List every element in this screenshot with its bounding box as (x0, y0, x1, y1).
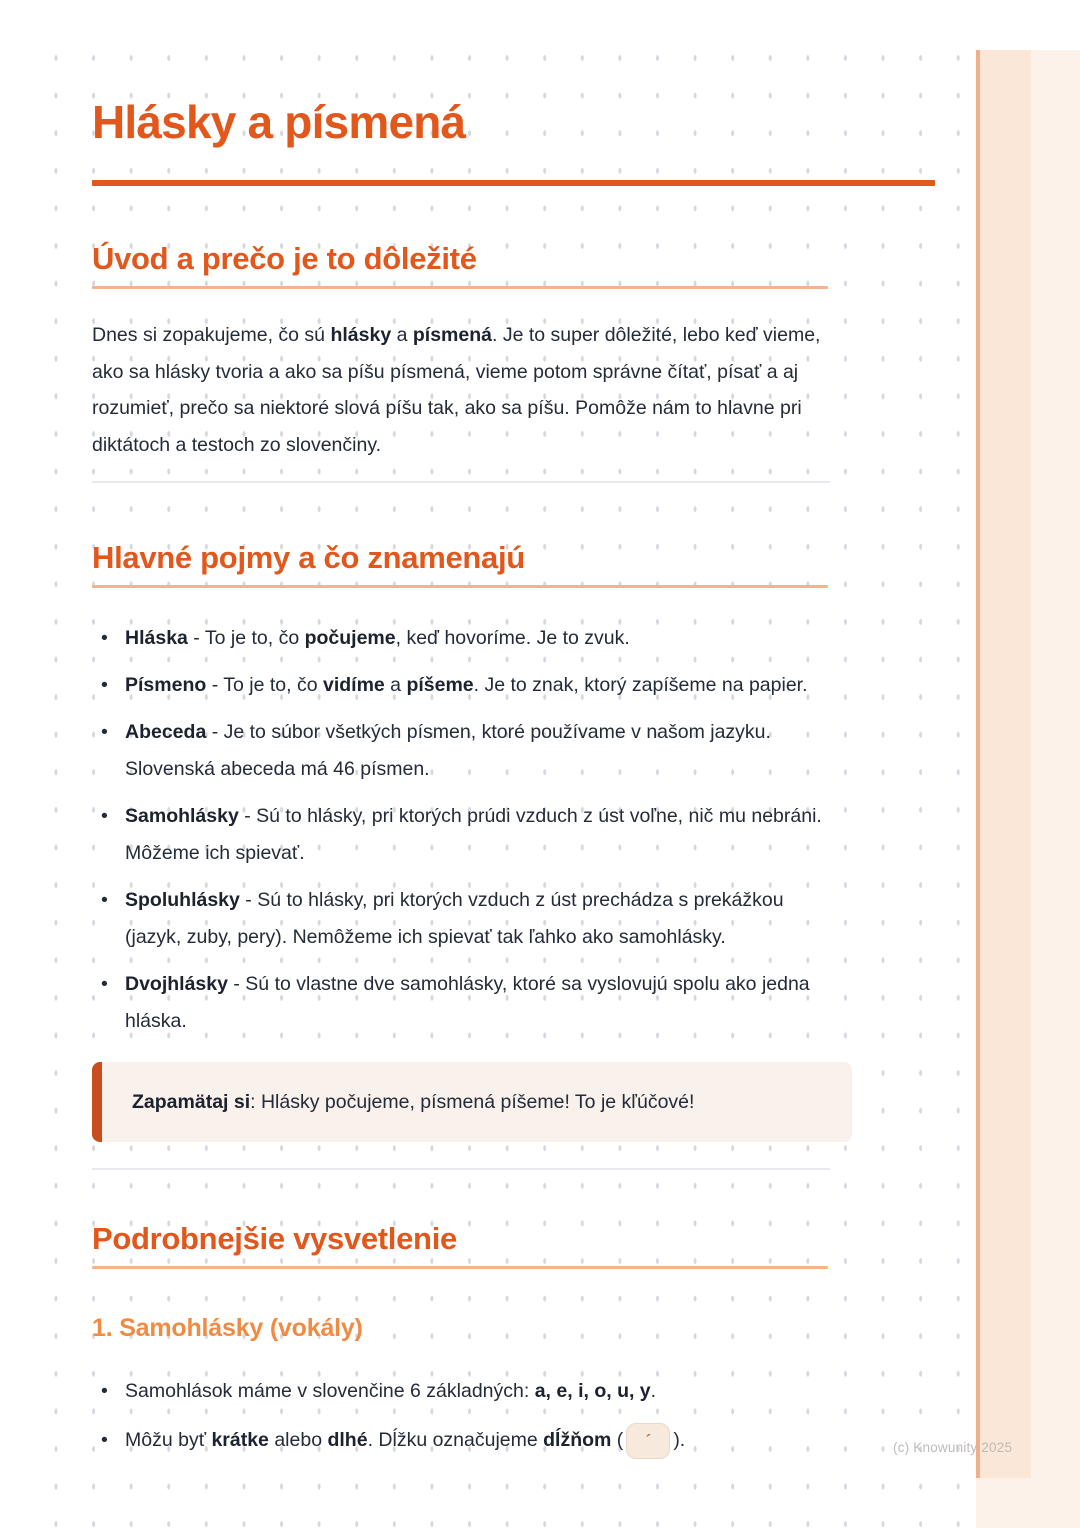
vowels-list: Samohlások máme v slovenčine 6 základnýc… (92, 1373, 832, 1459)
callout-accent-bar (92, 1062, 102, 1142)
list-item: Môžu byť krátke alebo dlhé. Dĺžku označu… (92, 1422, 832, 1459)
right-band-bottom (976, 1478, 1031, 1528)
heading-rule (92, 286, 828, 289)
accent-mark-chip: ´ (626, 1422, 671, 1459)
list-item: Písmeno - To je to, čo vidíme a píšeme. … (92, 667, 832, 704)
remember-callout: Zapamätaj si: Hlásky počujeme, písmená p… (92, 1062, 852, 1142)
heading-rule (92, 585, 828, 588)
page-title: Hlásky a písmená (92, 96, 466, 148)
callout-body: : Hlásky počujeme, písmená píšeme! To je… (250, 1091, 695, 1113)
dot-grid-background (48, 48, 1032, 1528)
list-item: Samohlások máme v slovenčine 6 základnýc… (92, 1373, 832, 1410)
section-divider (92, 481, 830, 483)
list-item: Dvojhlásky - Sú to vlastne dve samohlásk… (92, 966, 832, 1040)
callout-text: Zapamätaj si: Hlásky počujeme, písmená p… (132, 1089, 832, 1115)
callout-label: Zapamätaj si (132, 1091, 251, 1113)
intro-paragraph: Dnes si zopakujeme, čo sú hlásky a písme… (92, 324, 821, 456)
section-heading-details: Podrobnejšie vysvetlenie (92, 1221, 457, 1256)
section-heading-concepts: Hlavné pojmy a čo znamenajú (92, 540, 525, 575)
subsection-heading-vowels: 1. Samohlásky (vokály) (92, 1314, 363, 1342)
right-margin-strip (1031, 50, 1080, 1528)
list-item: Abeceda - Je to súbor všetkých písmen, k… (92, 714, 832, 788)
document-content: Hlásky a písmená Úvod a prečo je to dôle… (92, 0, 935, 1471)
watermark: (c) Knowunity 2025 (893, 1440, 1013, 1455)
concepts-list: Hláska - To je to, čo počujeme, keď hovo… (92, 620, 832, 1040)
right-decorative-band (976, 50, 1031, 1478)
heading-rule (92, 1266, 828, 1269)
list-item: Hláska - To je to, čo počujeme, keď hovo… (92, 620, 832, 657)
section-divider (92, 1168, 830, 1170)
title-rule (92, 180, 935, 186)
list-item: Spoluhlásky - Sú to hlásky, pri ktorých … (92, 882, 832, 956)
section-heading-intro: Úvod a prečo je to dôležité (92, 241, 477, 276)
list-item: Samohlásky - Sú to hlásky, pri ktorých p… (92, 798, 832, 872)
